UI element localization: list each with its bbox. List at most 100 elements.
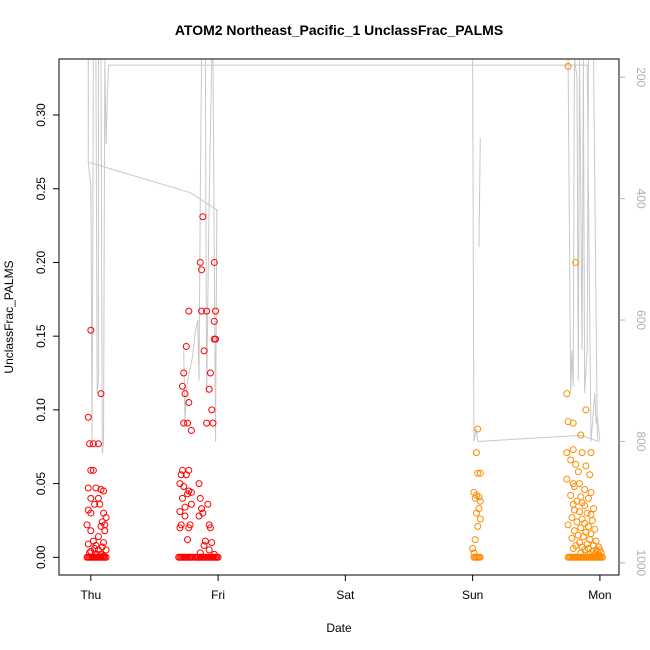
right-tick-label: 200 [634,67,648,87]
data-point [185,307,193,315]
data-point [598,553,606,561]
plot-frame [58,58,620,576]
data-point [94,440,102,448]
data-point [176,508,184,516]
altitude-line [567,58,598,442]
data-point [87,509,95,517]
data-point [176,524,184,532]
data-point [476,515,484,523]
altitude-line [478,137,481,248]
data-point [569,419,577,427]
data-point [578,449,586,457]
data-point [476,553,484,561]
altitude-line [88,161,219,212]
data-point [102,553,110,561]
data-point [185,524,193,532]
data-point [87,494,95,502]
right-tick-label: 1000 [634,550,648,577]
data-point [471,494,479,502]
data-point [567,456,575,464]
data-point [469,544,477,552]
data-point [472,449,480,457]
data-point [570,483,578,491]
data-point [203,307,211,315]
data-point [564,418,572,426]
data-point [208,539,216,547]
data-point [205,385,213,393]
data-point [584,522,592,530]
data-point [590,505,598,513]
data-point [198,505,206,513]
data-point [587,449,595,457]
data-point [89,466,97,474]
data-point [474,469,482,477]
y-axis: 0.00 0.05 0.10 0.15 0.20 0.25 0.30 [34,103,59,569]
right-tick-label: 600 [634,310,648,330]
data-point [89,440,97,448]
data-point [87,326,95,334]
data-point [200,542,208,550]
altitude-line [183,58,219,442]
data-point [582,462,590,470]
x-tick-label: Thu [80,588,101,602]
data-point [182,471,190,479]
data-point [208,406,216,414]
data-point [573,518,581,526]
data-point [178,382,186,390]
altitude-line [87,58,601,454]
data-point [187,500,195,508]
data-point [474,522,482,530]
data-point [581,502,589,510]
data-point [181,512,189,520]
data-point [579,533,587,541]
x-tick-label: Sat [336,588,355,602]
data-point [568,534,576,542]
data-point [568,514,576,522]
data-point [178,494,186,502]
data-point [100,487,108,495]
data-point [180,483,188,491]
data-point [97,522,105,530]
y-tick-label: 0.15 [34,324,48,348]
data-point [212,307,220,315]
data-point [84,484,92,492]
data-point [199,213,207,221]
y-tick-label: 0.00 [34,545,48,569]
data-point [564,62,572,70]
data-point [476,497,484,505]
data-point [200,347,208,355]
data-point [214,553,222,561]
data-point [97,390,105,398]
data-point [196,258,204,266]
data-point [475,493,483,501]
data-point [569,446,577,454]
y-tick-label: 0.20 [34,250,48,274]
data-point [102,546,110,554]
data-point [100,539,108,547]
right-tick-label: 400 [634,189,648,209]
data-point [572,460,580,468]
data-point [83,521,91,529]
data-point [563,390,571,398]
data-point [195,512,203,520]
altitude-line-layer [87,58,601,454]
data-point [203,419,211,427]
data-point [198,307,206,315]
data-point [198,266,206,274]
data-point [184,490,192,498]
x-axis-label: Date [326,621,352,635]
data-point [472,509,480,517]
y-tick-label: 0.30 [34,103,48,127]
data-point [574,531,582,539]
data-point [572,258,580,266]
data-point [87,466,95,474]
data-point [583,509,591,517]
data-point [96,500,104,508]
data-point [87,527,95,535]
data-point [187,488,195,496]
data-point [583,540,591,548]
data-point [582,406,590,414]
data-point [204,500,212,508]
data-point [184,536,192,544]
